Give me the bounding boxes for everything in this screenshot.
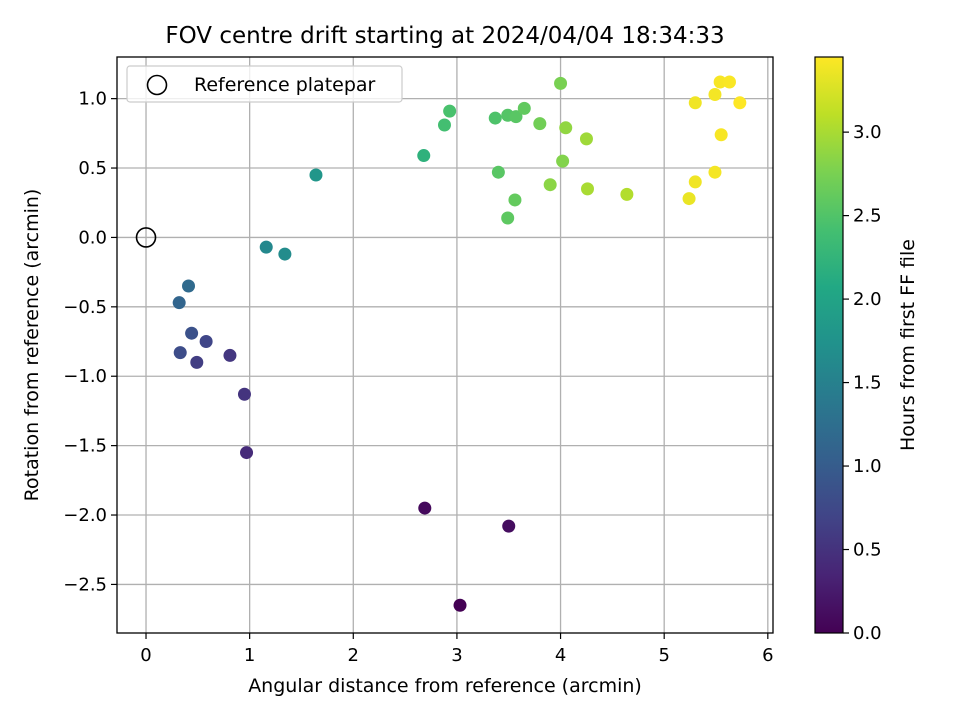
data-point [443, 104, 457, 118]
data-point [713, 75, 727, 89]
y-tick-label: −1.5 [63, 436, 107, 457]
plot-background [117, 57, 773, 633]
x-tick-label: 2 [348, 645, 359, 666]
data-point [259, 240, 273, 254]
data-point [223, 348, 237, 362]
legend-entry-reference: Reference platepar [194, 74, 376, 96]
y-axis-ticks: 1.0 0.5 0.0 −0.5 −1.0 −1.5 −2.0 −2.5 [63, 89, 117, 595]
colorbar-tick-label: 1.0 [853, 456, 882, 477]
colorbar-ticks: 0.0 0.5 1.0 1.5 2.0 2.5 3.0 [843, 122, 882, 644]
data-point [579, 132, 593, 146]
data-points [172, 75, 747, 612]
y-tick-label: 0.0 [78, 227, 107, 248]
y-tick-label: −2.0 [63, 505, 107, 526]
colorbar-label: Hours from first FF file [897, 239, 919, 451]
legend-reference-icon [146, 74, 168, 96]
data-point [714, 128, 728, 142]
x-tick-label: 5 [658, 645, 669, 666]
data-point [190, 355, 204, 369]
reference-platepar-marker [135, 227, 157, 248]
data-point [509, 110, 523, 124]
data-point [237, 387, 251, 401]
data-point [488, 111, 502, 125]
data-point [182, 279, 196, 293]
x-tick-label: 3 [451, 645, 462, 666]
colorbar-tick-label: 3.0 [853, 122, 882, 143]
data-point [437, 118, 451, 132]
legend: Reference platepar [126, 65, 403, 103]
data-point [185, 326, 199, 340]
data-point [722, 75, 736, 89]
data-point [501, 211, 515, 225]
data-point [172, 296, 186, 310]
data-point [733, 96, 747, 110]
colorbar: 0.0 0.5 1.0 1.5 2.0 2.5 3.0 Hours from first F… [814, 56, 919, 644]
colorbar-gradient [814, 56, 844, 634]
data-point [240, 446, 254, 460]
colorbar-tick-label: 2.5 [853, 206, 882, 227]
data-point [417, 149, 431, 163]
y-tick-label: −0.5 [63, 297, 107, 318]
legend-box [126, 65, 403, 103]
data-point [554, 76, 568, 90]
data-point [543, 178, 557, 192]
data-point [559, 121, 573, 135]
data-point [491, 165, 505, 179]
data-point [502, 519, 516, 533]
colorbar-tick-label: 2.0 [853, 289, 882, 310]
data-point [688, 175, 702, 189]
y-tick-label: 0.5 [78, 158, 107, 179]
data-point [278, 247, 292, 261]
chart-title: FOV centre drift starting at 2024/04/04 … [165, 23, 724, 49]
data-point [556, 154, 570, 168]
data-point [453, 598, 467, 612]
grid-lines [117, 57, 773, 633]
y-tick-label: −1.0 [63, 366, 107, 387]
y-axis-label: Rotation from reference (arcmin) [21, 189, 43, 502]
x-axis-ticks: 0 1 2 3 4 5 6 [140, 633, 774, 666]
y-tick-label: −2.5 [63, 574, 107, 595]
data-point [517, 101, 531, 115]
data-point [708, 87, 722, 101]
data-point [580, 182, 594, 196]
colorbar-tick-label: 0.5 [853, 540, 882, 561]
x-axis-label: Angular distance from reference (arcmin) [248, 675, 642, 697]
data-point [682, 192, 696, 206]
data-point [309, 168, 323, 182]
data-point [418, 501, 432, 515]
data-point [199, 335, 213, 349]
colorbar-tick-label: 1.5 [853, 373, 882, 394]
data-point [708, 165, 722, 179]
x-tick-label: 6 [762, 645, 773, 666]
colorbar-tick-label: 0.0 [853, 623, 882, 644]
plot-frame [116, 56, 774, 634]
x-tick-label: 0 [140, 645, 151, 666]
data-point [508, 193, 522, 207]
y-tick-label: 1.0 [78, 89, 107, 110]
data-point [533, 117, 547, 131]
x-tick-label: 1 [244, 645, 255, 666]
plot-area: 0 1 2 3 4 5 6 1.0 0.5 0.0 −0.5 −1.0 −1.5 −2.0 −2.5 [63, 56, 774, 666]
x-tick-label: 4 [555, 645, 566, 666]
data-point [173, 346, 187, 360]
data-point [688, 96, 702, 110]
data-point [620, 187, 634, 201]
